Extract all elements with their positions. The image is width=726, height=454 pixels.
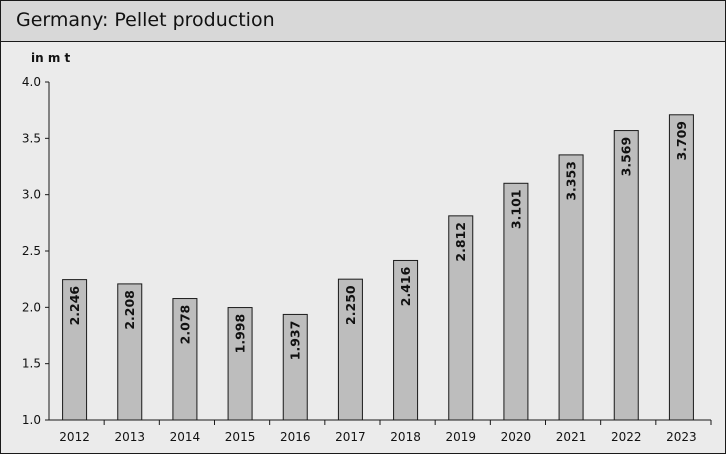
y-axis-unit-label: in m t <box>31 51 71 65</box>
bar <box>393 259 419 421</box>
bar-value-label: 2.416 <box>398 266 413 306</box>
y-tick-label: 2.5 <box>22 244 41 258</box>
bar <box>558 154 584 421</box>
bar-value-label: 2.246 <box>67 286 82 326</box>
bar <box>62 279 88 421</box>
y-tick-label: 2.0 <box>22 300 41 314</box>
x-tick-label: 2020 <box>501 430 532 444</box>
bar-value-label: 3.353 <box>564 161 579 201</box>
bar <box>503 182 529 421</box>
bar-value-label: 3.101 <box>508 190 523 230</box>
y-tick-label: 3.0 <box>22 188 41 202</box>
bar <box>282 313 308 421</box>
x-tick-label: 2023 <box>666 430 697 444</box>
chart-header: Germany: Pellet production <box>1 1 725 42</box>
x-tick-label: 2013 <box>114 430 145 444</box>
bar-value-label: 1.937 <box>288 321 303 361</box>
bar-value-label: 2.208 <box>122 290 137 330</box>
bar-value-label: 2.250 <box>343 285 358 325</box>
y-tick-label: 1.0 <box>22 413 41 427</box>
bar-value-label: 2.078 <box>177 305 192 345</box>
y-tick-label: 3.5 <box>22 131 41 145</box>
bar <box>337 278 363 421</box>
x-tick-label: 2017 <box>335 430 366 444</box>
bar <box>117 283 143 421</box>
x-tick-label: 2015 <box>225 430 256 444</box>
x-tick-label: 2021 <box>556 430 587 444</box>
x-tick-label: 2016 <box>280 430 311 444</box>
bar-value-label: 2.812 <box>453 222 468 262</box>
bar <box>668 114 694 421</box>
bar <box>227 307 253 421</box>
bar <box>172 298 198 421</box>
x-tick-label: 2022 <box>611 430 642 444</box>
bar <box>613 130 639 421</box>
x-tick-label: 2019 <box>445 430 476 444</box>
bar-value-label: 3.709 <box>674 121 689 161</box>
bar-value-label: 1.998 <box>233 314 248 354</box>
y-tick-label: 1.5 <box>22 357 41 371</box>
x-tick-label: 2014 <box>170 430 201 444</box>
x-tick-label: 2018 <box>390 430 421 444</box>
bar <box>448 215 474 421</box>
y-tick-label: 4.0 <box>22 75 41 89</box>
chart-title: Germany: Pellet production <box>16 9 275 31</box>
x-tick-label: 2012 <box>59 430 90 444</box>
bar-value-label: 3.569 <box>619 137 634 177</box>
